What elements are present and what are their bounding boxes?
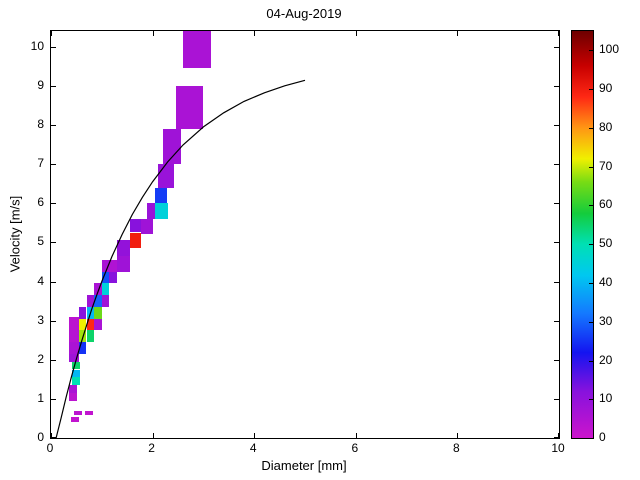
y-tick-label: 6 [37,195,44,210]
y-tick-mark [554,281,559,283]
colorbar-tick-mark [589,50,593,52]
colorbar-tick-label: 10 [599,391,613,406]
y-tick-label: 3 [37,312,44,327]
x-tick-label: 4 [249,441,257,455]
y-tick-mark [554,242,559,244]
x-tick-label: 10 [551,441,565,455]
y-tick-mark [51,46,56,48]
colorbar-tick-mark [589,166,593,168]
colorbar-tick-label: 0 [599,430,606,444]
y-tick-label: 5 [37,234,44,249]
x-axis-label: Diameter [mm] [261,458,347,473]
heatmap-cell [183,31,211,69]
colorbar-tick-mark [589,360,593,362]
x-tick-mark [558,433,559,438]
y-tick-mark [51,124,56,126]
x-tick-label: 8 [453,441,460,455]
colorbar-tick-label: 50 [599,236,613,251]
colorbar-tick-mark [589,283,593,284]
axis-ticks-layer [51,31,559,438]
colorbar-tick-mark [589,127,593,129]
y-tick-mark [554,398,559,400]
x-tick-label: 0 [46,441,54,455]
y-tick-mark [554,164,559,166]
y-tick-label: 10 [30,38,44,53]
colorbar-tick-mark [589,399,593,401]
x-tick-mark [51,31,52,36]
colorbar [571,30,594,439]
plot-area [50,30,560,439]
x-tick-mark [254,433,256,438]
y-tick-mark [554,46,559,48]
y-tick-label: 2 [37,351,44,366]
chart-title: 04-Aug-2019 [266,6,342,21]
x-tick-mark [457,433,459,438]
y-tick-mark [554,85,559,87]
colorbar-tick-label: 80 [599,119,613,134]
x-tick-mark [457,31,459,36]
x-tick-mark [355,31,357,36]
y-tick-mark [554,203,559,205]
y-tick-mark [51,281,56,283]
colorbar-tick-label: 90 [599,81,613,96]
colorbar-tick-label: 70 [599,158,613,173]
y-tick-mark [51,164,56,166]
colorbar-tick-mark [589,205,593,207]
y-tick-mark [51,203,56,205]
y-tick-mark [51,398,56,400]
y-tick-label: 7 [37,156,44,171]
y-tick-mark [51,242,56,244]
colorbar-tick-mark [589,321,593,323]
y-tick-label: 8 [37,116,44,131]
y-tick-mark [554,124,559,126]
y-tick-mark [554,437,559,438]
x-tick-label: 6 [351,441,359,455]
x-tick-mark [558,31,559,36]
x-tick-mark [152,31,154,36]
colorbar-tick-mark [589,244,593,246]
colorbar-tick-label: 30 [599,313,613,328]
y-tick-mark [554,320,559,322]
colorbar-tick-label: 20 [599,352,613,367]
y-tick-mark [554,359,559,361]
x-tick-mark [152,433,154,438]
y-tick-mark [51,359,56,361]
x-tick-label: 2 [148,441,155,455]
y-tick-label: 1 [37,390,44,405]
colorbar-tick-label: 60 [599,197,613,212]
colorbar-tick-mark [589,89,593,91]
y-tick-label: 4 [37,273,44,288]
y-tick-mark [51,437,56,438]
y-tick-mark [51,320,56,322]
y-tick-label: 9 [37,77,44,92]
x-tick-mark [51,433,52,438]
x-tick-mark [254,31,256,36]
y-tick-label: 0 [37,430,44,444]
y-tick-mark [51,85,56,87]
x-tick-mark [355,433,357,438]
colorbar-tick-label: 100 [599,42,620,57]
colorbar-tick-mark [589,438,593,439]
colorbar-tick-label: 40 [599,275,613,289]
